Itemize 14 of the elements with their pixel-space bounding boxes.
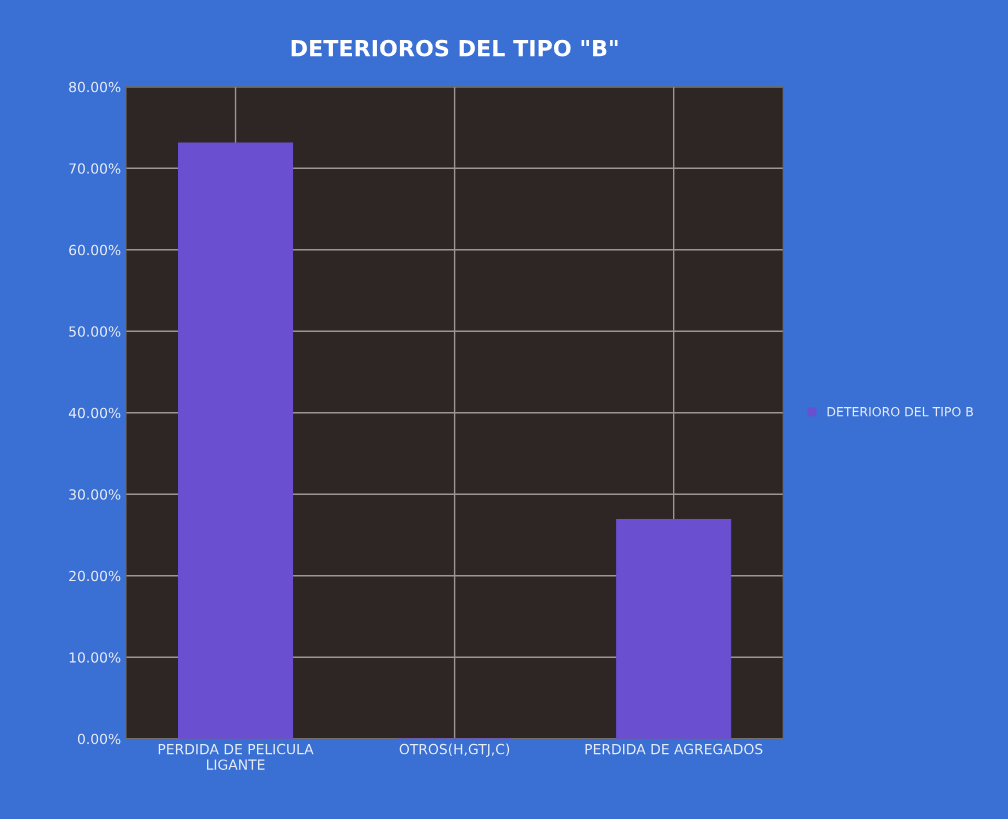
y-tick-label: 60.00% xyxy=(69,244,121,256)
chart-title: DETERIOROS DEL TIPO "B" xyxy=(291,39,618,57)
y-tick-label: 0.00% xyxy=(77,733,121,745)
y-tick-label: 40.00% xyxy=(68,407,121,419)
legend-label: DETERIORO DEL TIPO B xyxy=(827,406,973,417)
y-tick-label: 70.00% xyxy=(69,163,121,174)
y-tick-label: 10.00% xyxy=(69,652,121,663)
x-tick-label: PERDIDA DE PELICULA LIGANTE xyxy=(158,743,314,770)
x-tick-label: OTROS(H,GTJ,C) xyxy=(399,743,510,757)
y-tick-label: 20.00% xyxy=(69,570,121,582)
y-tick-label: 80.00% xyxy=(69,81,121,93)
y-tick-label: 30.00% xyxy=(69,489,121,500)
x-tick-label: PERDIDA DE AGREGADOS xyxy=(585,743,763,755)
y-tick-label: 50.00% xyxy=(69,326,121,337)
